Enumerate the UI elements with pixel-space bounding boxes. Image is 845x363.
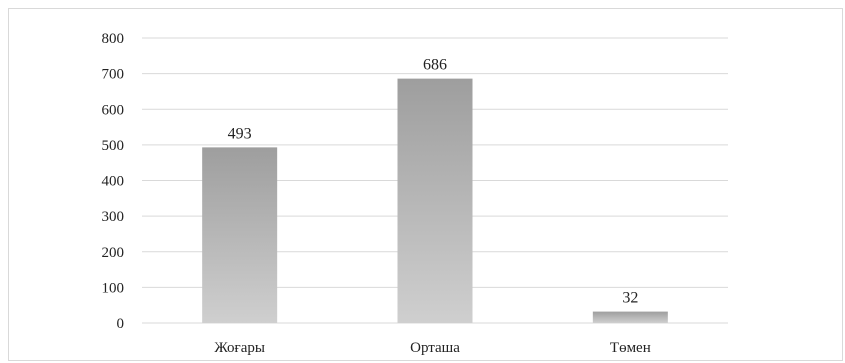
bar	[397, 78, 473, 323]
x-category-label: Жоғары	[214, 340, 265, 356]
x-category-label: Төмен	[610, 340, 651, 356]
y-tick-label: 200	[102, 245, 125, 261]
bar	[202, 147, 278, 323]
y-tick-label: 500	[102, 138, 125, 154]
bars	[202, 78, 668, 323]
x-category-label: Орташа	[410, 340, 460, 356]
y-tick-label: 300	[102, 209, 125, 225]
y-tick-label: 600	[102, 102, 125, 118]
data-label: 32	[622, 290, 638, 307]
y-tick-label: 0	[117, 316, 125, 332]
y-tick-label: 100	[102, 280, 125, 296]
bar	[592, 311, 668, 323]
data-labels: 493 686 32	[228, 57, 639, 307]
y-tick-label: 700	[102, 67, 125, 83]
y-tick-label: 400	[102, 174, 125, 190]
x-axis-categories: Жоғары Орташа Төмен	[214, 340, 650, 356]
y-axis-ticks: 0 100 200 300 400 500 600 700 800	[102, 31, 125, 332]
data-label: 686	[423, 57, 447, 74]
data-label: 493	[228, 125, 252, 142]
y-tick-label: 800	[102, 31, 125, 47]
